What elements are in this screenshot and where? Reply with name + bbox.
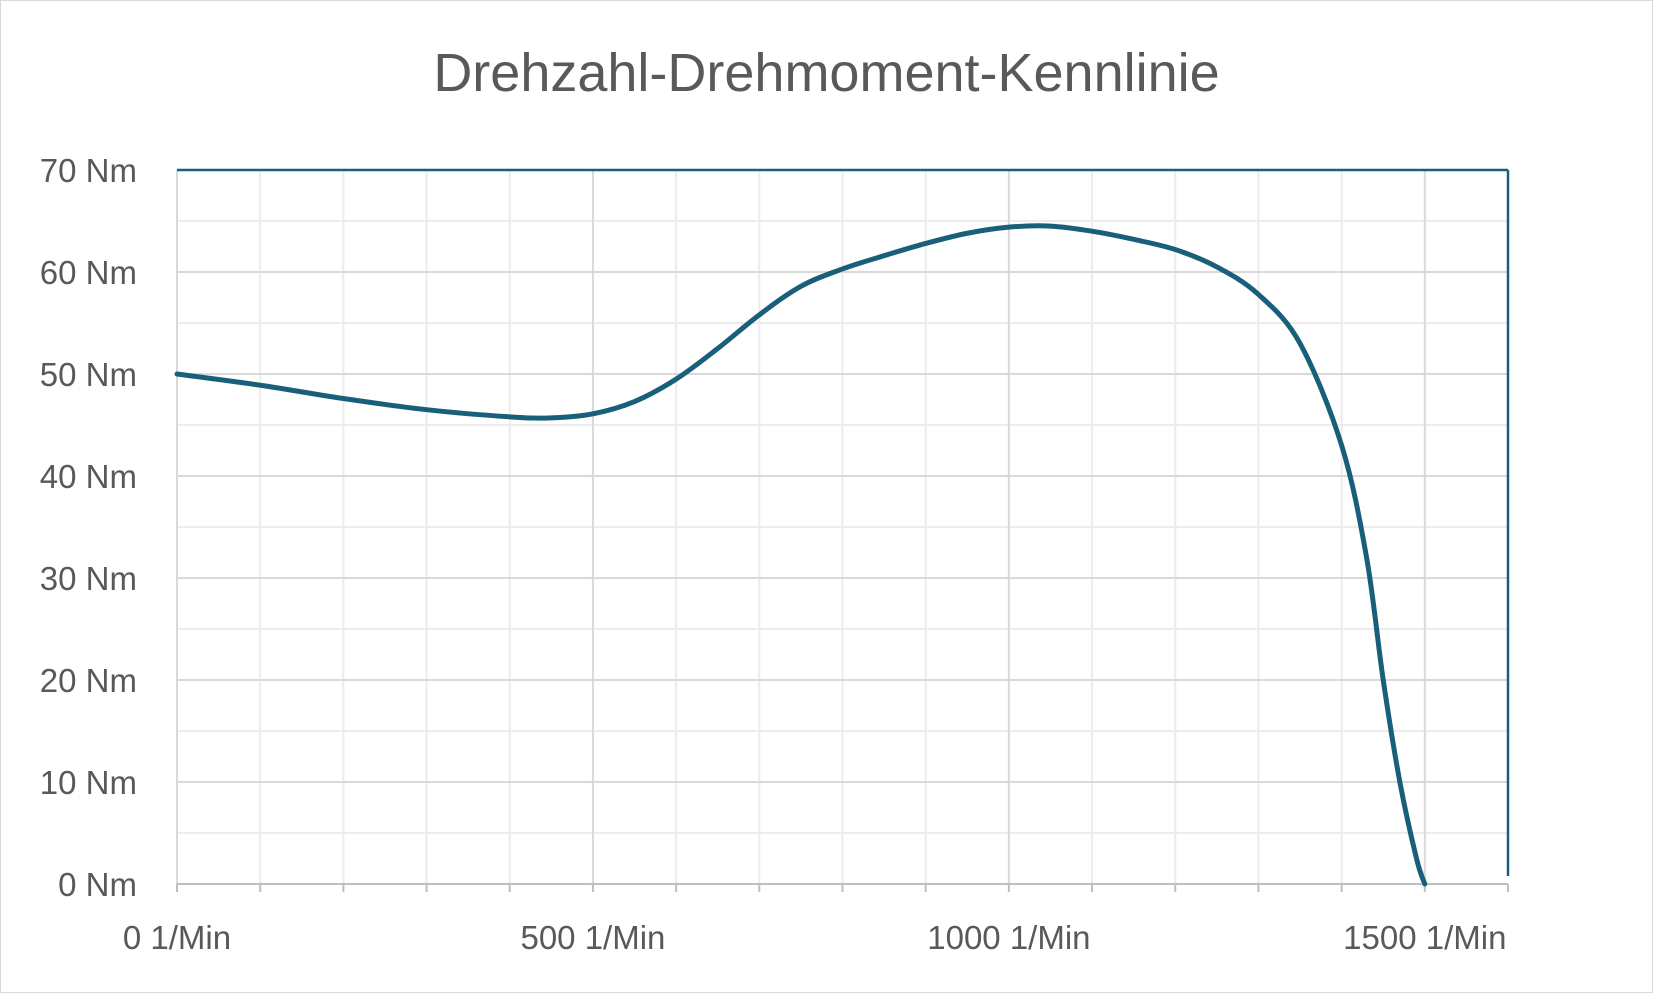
x-tick-label: 1500 1/Min: [1343, 919, 1506, 956]
chart-title: Drehzahl-Drehmoment-Kennlinie: [433, 43, 1220, 103]
y-tick-label: 10 Nm: [40, 764, 137, 801]
y-tick-label: 40 Nm: [40, 458, 137, 495]
tick-label-layer: 0 Nm 10 Nm 20 Nm 30 Nm 40 Nm 50 Nm 60 Nm 70 Nm 0…: [40, 152, 1507, 956]
y-tick-label: 50 Nm: [40, 356, 137, 393]
x-tick-label: 500 1/Min: [520, 919, 665, 956]
y-tick-label: 30 Nm: [40, 560, 137, 597]
x-tick-label: 0 1/Min: [123, 919, 231, 956]
axis-layer: [176, 168, 1510, 892]
y-tick-label: 70 Nm: [40, 152, 137, 189]
series-layer: [174, 223, 1428, 887]
y-tick-label: 0 Nm: [58, 866, 137, 903]
torque-curve-line: [174, 223, 1428, 887]
x-tick-label: 1000 1/Min: [927, 919, 1090, 956]
grid-layer: [177, 170, 1508, 884]
y-tick-label: 60 Nm: [40, 254, 137, 291]
y-tick-label: 20 Nm: [40, 662, 137, 699]
